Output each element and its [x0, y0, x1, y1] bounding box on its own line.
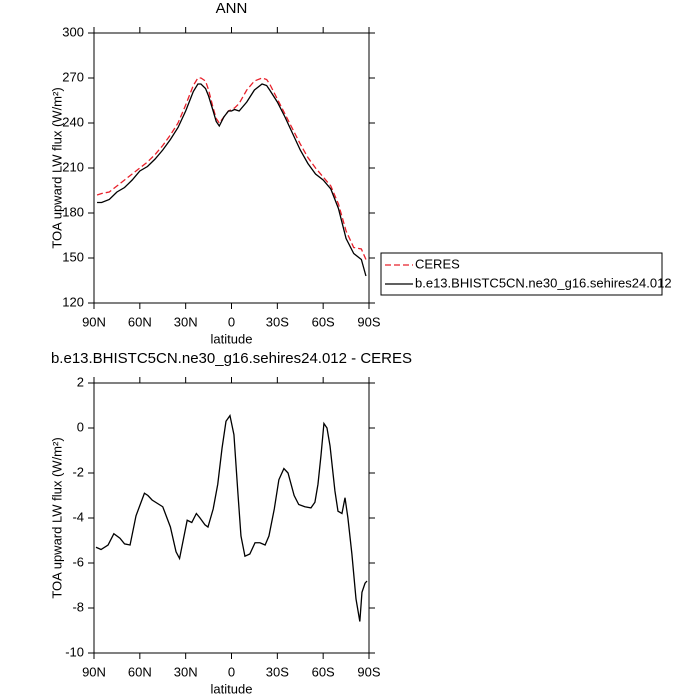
x-tick-label: 60S	[312, 314, 335, 329]
y-tick-label: 300	[62, 24, 84, 39]
x-tick-label: 30N	[174, 314, 198, 329]
y-tick-label: -6	[72, 554, 84, 569]
y-tick-label: 0	[77, 419, 84, 434]
y-axis-label: TOA upward LW flux (W/m²)	[49, 437, 64, 598]
legend-label: CERES	[415, 256, 460, 271]
chart-title: b.e13.BHISTC5CN.ne30_g16.sehires24.012 -…	[51, 350, 412, 367]
x-tick-label: 90S	[357, 314, 380, 329]
y-tick-label: -8	[72, 599, 84, 614]
x-tick-label: 90S	[357, 664, 380, 679]
x-tick-label: 0	[228, 314, 235, 329]
x-tick-label: 0	[228, 664, 235, 679]
y-tick-label: -2	[72, 464, 84, 479]
y-tick-label: 120	[62, 294, 84, 309]
data-line	[96, 77, 367, 260]
data-line	[97, 83, 367, 277]
x-tick-label: 30N	[174, 664, 198, 679]
y-axis-label: TOA upward LW flux (W/m²)	[49, 87, 64, 248]
y-tick-label: -4	[72, 509, 84, 524]
legend-box	[380, 252, 663, 296]
x-tick-label: 30S	[266, 314, 289, 329]
chart-title: ANN	[216, 0, 248, 17]
y-tick-label: -10	[65, 644, 84, 659]
y-tick-label: 270	[62, 69, 84, 84]
y-tick-label: 150	[62, 249, 84, 264]
x-axis-label: latitude	[211, 681, 253, 696]
legend-label: b.e13.BHISTC5CN.ne30_g16.sehires24.012	[415, 275, 672, 290]
x-tick-label: 30S	[266, 664, 289, 679]
y-tick-label: 240	[62, 114, 84, 129]
x-axis-label: latitude	[211, 331, 253, 346]
x-tick-label: 60S	[312, 664, 335, 679]
y-tick-label: 180	[62, 204, 84, 219]
data-line	[95, 414, 368, 622]
y-tick-label: 210	[62, 159, 84, 174]
x-tick-label: 60N	[128, 314, 152, 329]
x-tick-label: 90N	[82, 314, 106, 329]
x-tick-label: 60N	[128, 664, 152, 679]
x-tick-label: 90N	[82, 664, 106, 679]
plot-frame	[93, 32, 370, 304]
y-tick-label: 2	[77, 374, 84, 389]
